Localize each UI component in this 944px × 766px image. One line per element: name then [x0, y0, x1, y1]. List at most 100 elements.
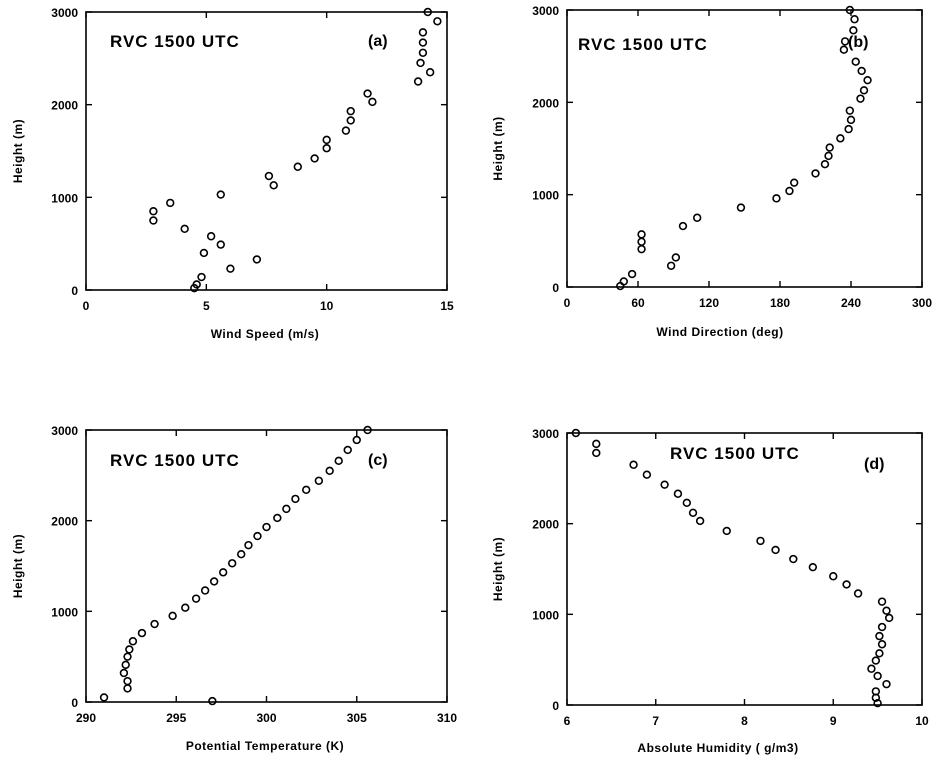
x-tick-label: 6: [564, 714, 571, 728]
y-tick-label: 0: [552, 699, 559, 713]
data-point: [873, 698, 882, 708]
data-point: [692, 213, 702, 222]
data-point: [149, 216, 158, 225]
data-point: [346, 106, 355, 116]
y-tick-label: 3000: [51, 424, 78, 438]
panel-title: RVC 1500 UTC: [578, 35, 708, 54]
data-point: [181, 603, 190, 612]
data-point: [695, 516, 705, 526]
data-point: [845, 106, 855, 115]
y-tick-label: 0: [71, 696, 78, 710]
data-point: [125, 645, 134, 654]
data-point: [168, 611, 177, 621]
plot-frame: [85, 429, 448, 703]
data-point: [666, 261, 676, 270]
data-point: [637, 230, 646, 239]
data-point: [192, 280, 201, 289]
x-tick-label: 240: [841, 296, 861, 310]
data-point: [836, 134, 845, 143]
x-tick-label: 7: [652, 714, 659, 728]
data-point: [322, 135, 331, 145]
data-point: [418, 38, 428, 47]
y-axis-label: Height (m): [491, 537, 505, 601]
y-tick-label: 0: [552, 281, 559, 295]
data-point: [199, 248, 209, 258]
data-point: [789, 554, 798, 564]
data-point: [416, 58, 425, 68]
y-tick-label: 3000: [532, 427, 559, 441]
data-point: [682, 498, 692, 508]
data-point: [863, 75, 872, 85]
data-point: [253, 531, 262, 541]
data-point: [343, 445, 352, 455]
data-point: [216, 190, 225, 199]
x-tick-label: 10: [320, 299, 334, 313]
y-tick-label: 1000: [51, 191, 78, 205]
data-point: [642, 470, 652, 479]
y-tick-label: 1000: [532, 608, 559, 622]
y-tick-label: 1000: [532, 189, 559, 203]
y-axis-label: Height (m): [11, 534, 25, 598]
data-point: [673, 489, 683, 498]
data-point: [334, 456, 343, 466]
data-point: [425, 68, 435, 77]
data-point: [875, 649, 884, 658]
x-tick-label: 290: [76, 711, 96, 725]
data-point: [237, 550, 246, 559]
data-point: [840, 37, 850, 46]
y-axis-label: Height (m): [491, 116, 505, 180]
data-point: [820, 159, 830, 169]
data-point: [197, 272, 206, 282]
data-point: [882, 679, 891, 689]
panel-letter: (b): [848, 34, 868, 51]
data-point: [867, 664, 876, 673]
data-point: [252, 255, 262, 264]
x-tick-label: 10: [915, 714, 929, 728]
data-point: [853, 589, 863, 598]
data-point: [877, 640, 887, 649]
plot-frame: [85, 11, 448, 291]
data-point: [882, 606, 891, 615]
data-point: [216, 240, 225, 249]
data-point: [423, 7, 432, 17]
x-tick-label: 300: [912, 296, 932, 310]
data-point: [842, 580, 851, 589]
data-point: [123, 676, 132, 686]
data-point: [785, 186, 794, 196]
data-point: [137, 628, 147, 638]
data-point: [592, 439, 601, 449]
plot-frame: [566, 432, 923, 706]
y-tick-label: 3000: [532, 4, 559, 18]
data-point: [808, 562, 818, 572]
data-point: [180, 224, 189, 234]
data-point: [859, 86, 869, 95]
data-point: [873, 671, 882, 681]
data-point: [302, 485, 311, 495]
data-point: [824, 151, 833, 161]
x-axis-label: Absolute Humidity ( g/m3): [637, 741, 798, 755]
data-point: [293, 162, 302, 171]
data-point: [637, 244, 646, 254]
data-point: [875, 631, 884, 641]
data-point: [418, 28, 428, 37]
data-point: [884, 613, 894, 623]
panel-title: RVC 1500 UTC: [110, 32, 240, 51]
data-point: [619, 277, 628, 286]
data-point: [273, 513, 282, 523]
data-point: [363, 425, 372, 435]
data-point: [829, 572, 838, 581]
data-point: [871, 693, 881, 702]
y-tick-label: 0: [71, 284, 78, 298]
panel-letter: (c): [368, 452, 388, 469]
data-point: [228, 559, 237, 568]
y-tick-label: 2000: [532, 96, 559, 110]
x-tick-label: 15: [440, 299, 454, 313]
data-point: [877, 622, 887, 632]
data-point: [839, 45, 849, 54]
data-point: [789, 178, 799, 187]
x-tick-label: 9: [830, 714, 837, 728]
panel-letter: (d): [864, 456, 884, 473]
data-point: [341, 126, 351, 135]
data-point: [637, 237, 646, 246]
